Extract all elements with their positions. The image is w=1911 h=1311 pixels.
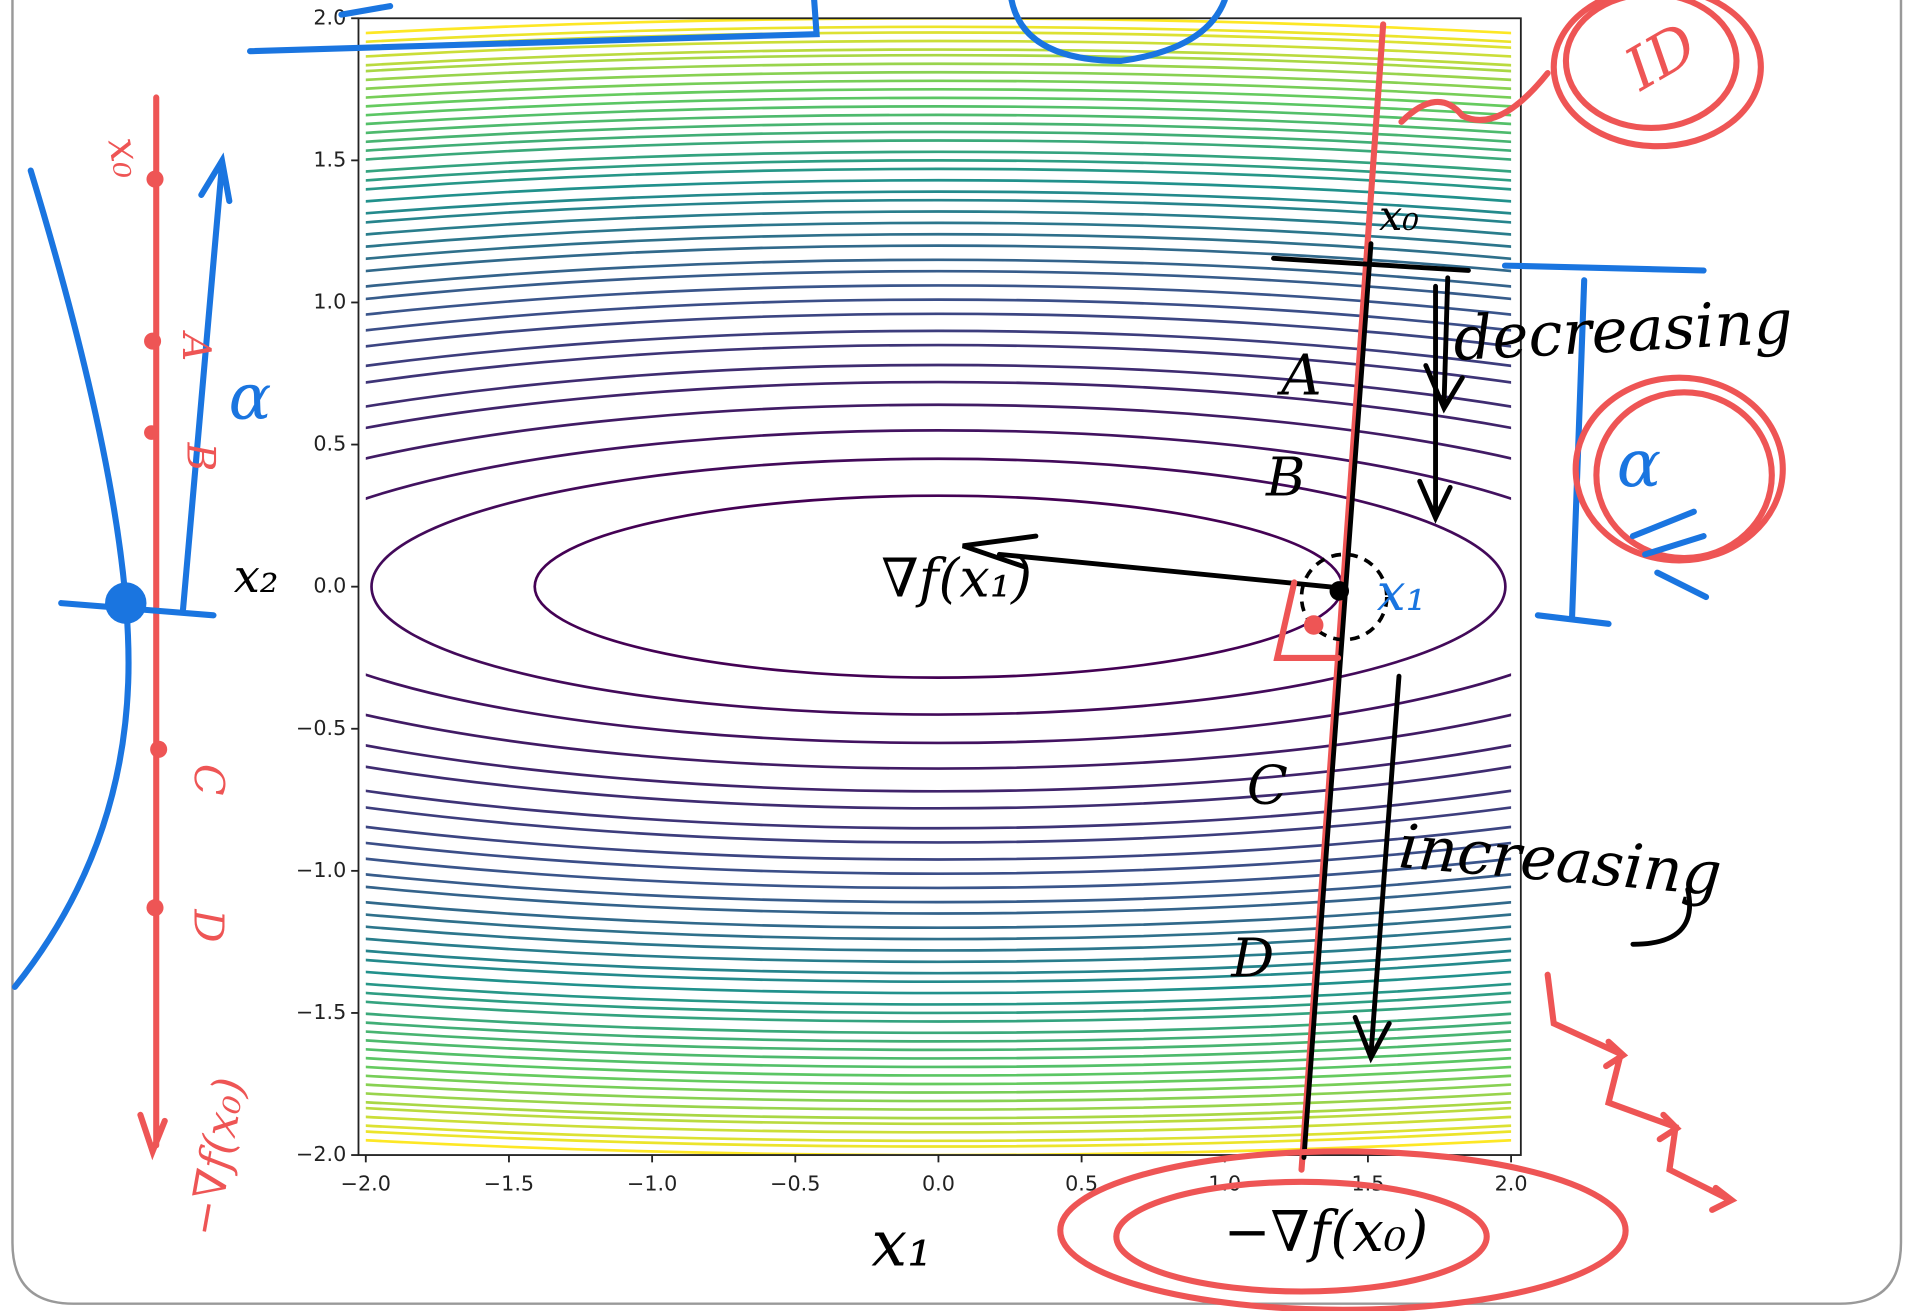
ink-stroke [140, 97, 164, 1151]
ink-dot [1304, 615, 1323, 634]
slide: −2.0 −1.5 −1.0 −0.5 0.0 0.5 1.0 1.5 2.0 −2.0 −1.5 −… [0, 0, 1911, 1311]
ink-stroke [15, 171, 129, 987]
annotation: D [184, 908, 232, 942]
annotation: x₀ [98, 134, 152, 182]
ink-stroke [61, 161, 229, 615]
annotation: B [178, 442, 223, 472]
ink-circle [1576, 378, 1783, 561]
annotation: −∇f(x₀) [1224, 1200, 1429, 1265]
x-tick-label: −0.5 [770, 1171, 820, 1195]
annotation: α [1617, 425, 1661, 502]
ink-dot [150, 741, 167, 758]
annotation: decreasing [1452, 286, 1795, 375]
x-axis-label: x₁ [871, 1206, 932, 1280]
annotation: D [1230, 927, 1274, 990]
y-tick-label: 1.5 [313, 147, 346, 171]
annotation: B [1265, 445, 1305, 508]
annotation: ∇f(x₁) [881, 546, 1032, 609]
annotation: A [1276, 344, 1321, 409]
annotation: x₀ [1379, 192, 1419, 240]
y-tick-label: 1.0 [313, 289, 346, 313]
ink-dot [1330, 581, 1349, 600]
y-tick-label: 0.0 [313, 574, 346, 598]
ink-stroke [1401, 73, 1547, 122]
y-tick-label: −2.0 [296, 1142, 346, 1166]
annotation: x₁ [1377, 564, 1426, 623]
y-tick-label: −1.0 [296, 858, 346, 882]
ink-dot [144, 333, 161, 350]
y-tick-label: −0.5 [296, 716, 346, 740]
ink-dot [105, 582, 146, 623]
annotation: x₂ [234, 549, 279, 603]
ink-dot [146, 899, 163, 916]
annotation: C [184, 764, 232, 796]
x-tick-label: −1.5 [484, 1171, 534, 1195]
y-tick-label: −1.5 [296, 1000, 346, 1024]
x-tick-label: −1.0 [627, 1171, 677, 1195]
annotation: C [1247, 754, 1288, 817]
annotation: ID [1613, 10, 1708, 104]
x-tick-label: −2.0 [341, 1171, 391, 1195]
annotation: α [229, 360, 272, 434]
x-tick-label: 2.0 [1495, 1171, 1528, 1195]
annotation: −∇f(x₀) [178, 1074, 256, 1241]
annotation: increasing [1396, 811, 1724, 910]
y-tick-label: 0.5 [313, 432, 346, 456]
ink [15, 0, 1783, 1310]
x-tick-label: 0.0 [922, 1171, 955, 1195]
ink-stroke [1548, 975, 1732, 1210]
annotation: A [173, 330, 218, 361]
ink-dot [144, 425, 159, 440]
